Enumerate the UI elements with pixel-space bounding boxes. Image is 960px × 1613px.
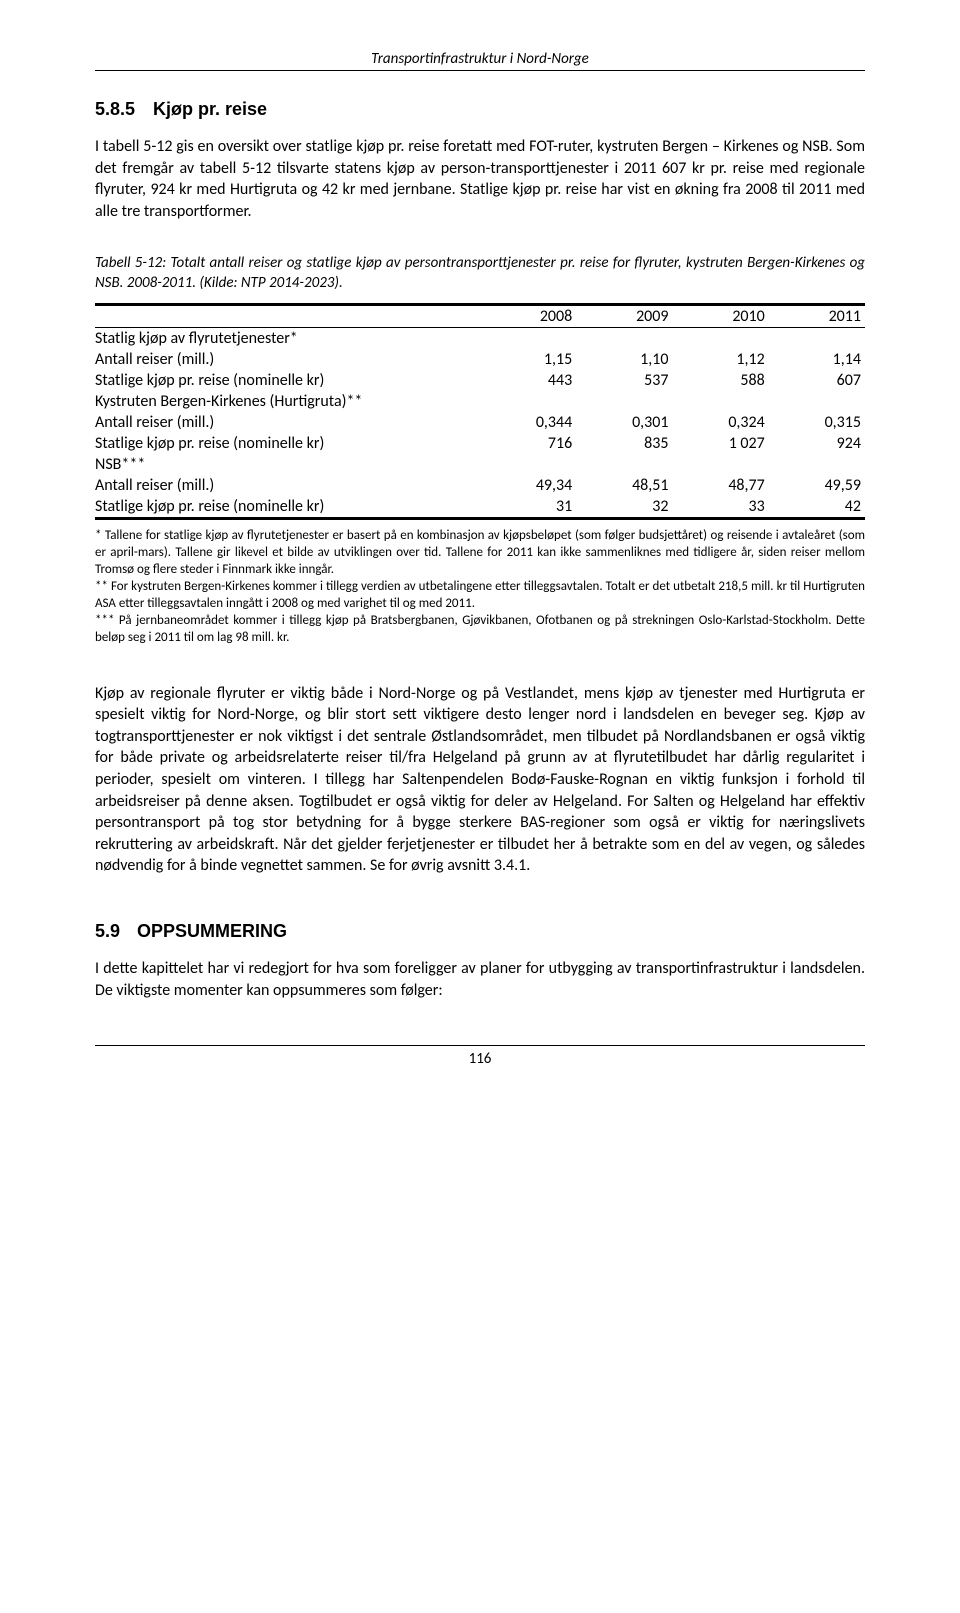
section-title-59: OPPSUMMERING [137, 921, 287, 941]
table-cell: 924 [769, 433, 865, 454]
section-59-paragraph: I dette kapittelet har vi redegjort for … [95, 958, 865, 1001]
footnote-line: * Tallene for statlige kjøp av flyrutetj… [95, 528, 865, 579]
table-row: Antall reiser (mill.)49,3448,5148,7749,5… [95, 475, 865, 496]
table-cell: 49,59 [769, 475, 865, 496]
table-cell: 49,34 [480, 475, 576, 496]
table-row-label: Antall reiser (mill.) [95, 349, 480, 370]
table-cell: 0,315 [769, 412, 865, 433]
table-row: Statlige kjøp pr. reise (nominelle kr)44… [95, 370, 865, 391]
table-row: Statlige kjøp pr. reise (nominelle kr)71… [95, 433, 865, 454]
table-row-label: Antall reiser (mill.) [95, 412, 480, 433]
table-cell: 1,12 [673, 349, 769, 370]
document-page: Transportinfrastruktur i Nord-Norge 5.8.… [0, 0, 960, 1128]
table-cell: 537 [576, 370, 672, 391]
section-heading-585: 5.8.5Kjøp pr. reise [95, 99, 865, 120]
table-cell: 48,51 [576, 475, 672, 496]
table-caption: Tabell 5-12: Totalt antall reiser og sta… [95, 254, 865, 293]
table-cell: 0,344 [480, 412, 576, 433]
table-cell: 607 [769, 370, 865, 391]
running-header: Transportinfrastruktur i Nord-Norge [95, 50, 865, 68]
table-5-12: 2008 2009 2010 2011 Statlig kjøp av flyr… [95, 303, 865, 520]
table-cell: 588 [673, 370, 769, 391]
table-cell: 1,15 [480, 349, 576, 370]
footer-divider [95, 1045, 865, 1046]
table-row-label: Antall reiser (mill.) [95, 475, 480, 496]
table-row-label: Statlige kjøp pr. reise (nominelle kr) [95, 370, 480, 391]
table-cell: 1 027 [673, 433, 769, 454]
table-year-1: 2009 [576, 305, 672, 328]
table-header-row: 2008 2009 2010 2011 [95, 305, 865, 328]
footnote-line: ** For kystruten Bergen-Kirkenes kommer … [95, 579, 865, 613]
table-cell: 33 [673, 496, 769, 519]
table-cell: 0,301 [576, 412, 672, 433]
section-number-59: 5.9 [95, 921, 137, 942]
table-year-2: 2010 [673, 305, 769, 328]
paragraph-after-table: Kjøp av regionale flyruter er viktig båd… [95, 683, 865, 877]
table-cell: 716 [480, 433, 576, 454]
table-cell: 443 [480, 370, 576, 391]
table-row: Antall reiser (mill.)0,3440,3010,3240,31… [95, 412, 865, 433]
table-cell: 31 [480, 496, 576, 519]
table-cell: 1,14 [769, 349, 865, 370]
table-row-label: Statlige kjøp pr. reise (nominelle kr) [95, 496, 480, 519]
table-header-blank [95, 305, 480, 328]
table-group-header: NSB*** [95, 454, 865, 475]
header-divider [95, 70, 865, 71]
table-group-header: Statlig kjøp av flyrutetjenester* [95, 328, 865, 350]
table-footnotes: * Tallene for statlige kjøp av flyrutetj… [95, 528, 865, 646]
table-cell: 0,324 [673, 412, 769, 433]
table-row-label: Statlige kjøp pr. reise (nominelle kr) [95, 433, 480, 454]
footnote-line: *** På jernbaneområdet kommer i tillegg … [95, 613, 865, 647]
table-year-0: 2008 [480, 305, 576, 328]
section-585-paragraph: I tabell 5-12 gis en oversikt over statl… [95, 136, 865, 222]
table-row: Antall reiser (mill.)1,151,101,121,14 [95, 349, 865, 370]
section-heading-59: 5.9OPPSUMMERING [95, 921, 865, 942]
table-group-header-cell: Statlig kjøp av flyrutetjenester* [95, 328, 865, 350]
table-year-3: 2011 [769, 305, 865, 328]
section-title: Kjøp pr. reise [153, 99, 267, 119]
table-group-header-cell: Kystruten Bergen-Kirkenes (Hurtigruta)** [95, 391, 865, 412]
table-cell: 1,10 [576, 349, 672, 370]
table-cell: 42 [769, 496, 865, 519]
table-cell: 32 [576, 496, 672, 519]
table-group-header-cell: NSB*** [95, 454, 865, 475]
table-row: Statlige kjøp pr. reise (nominelle kr)31… [95, 496, 865, 519]
table-cell: 48,77 [673, 475, 769, 496]
section-number: 5.8.5 [95, 99, 153, 120]
page-number: 116 [95, 1050, 865, 1068]
table-group-header: Kystruten Bergen-Kirkenes (Hurtigruta)** [95, 391, 865, 412]
table-cell: 835 [576, 433, 672, 454]
